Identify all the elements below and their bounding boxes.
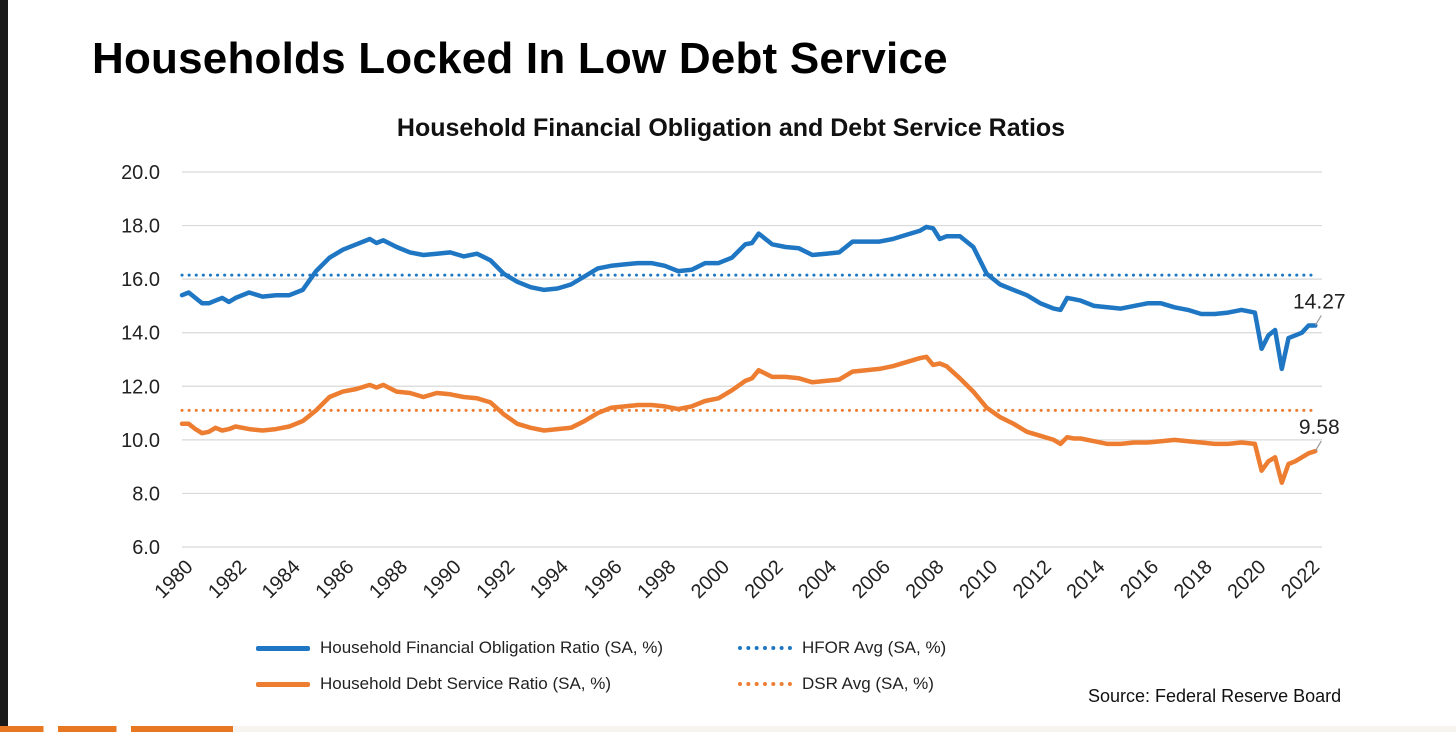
series-line-household-debt-service-ratio-sa bbox=[179, 354, 1318, 485]
x-tick-label: 1984 bbox=[258, 556, 305, 603]
legend-label-hfor: Household Financial Obligation Ratio (SA… bbox=[320, 638, 664, 657]
x-tick-label: 2018 bbox=[1170, 556, 1217, 603]
legend-item-hfor: Household Financial Obligation Ratio (SA… bbox=[256, 638, 663, 658]
end-label-leader bbox=[1314, 440, 1322, 452]
y-tick-label: 14.0 bbox=[121, 323, 160, 345]
x-tick-label: 2012 bbox=[1009, 556, 1056, 603]
x-tick-label: 1996 bbox=[580, 556, 627, 603]
chart-title: Household Financial Obligation and Debt … bbox=[396, 114, 1066, 142]
series-lines bbox=[179, 224, 1318, 485]
x-tick-label: 2016 bbox=[1116, 556, 1163, 603]
legend-swatch-dsr-avg bbox=[738, 682, 792, 686]
x-tick-label: 2008 bbox=[902, 556, 949, 603]
y-tick-label: 8.0 bbox=[132, 483, 160, 505]
legend-label-hfor-avg: HFOR Avg (SA, %) bbox=[802, 638, 947, 657]
window-left-edge bbox=[0, 0, 8, 732]
y-tick-label: 6.0 bbox=[132, 537, 160, 559]
legend-item-hfor-avg: HFOR Avg (SA, %) bbox=[738, 638, 946, 658]
end-label-leader bbox=[1314, 315, 1322, 326]
x-tick-label: 1982 bbox=[204, 556, 251, 603]
source-note: Source: Federal Reserve Board bbox=[1088, 686, 1342, 706]
x-axis-tick-labels: 1980 1982 1984 1986 1988 1990 1992 1994 1996 1998… bbox=[151, 556, 1325, 603]
y-tick-label: 18.0 bbox=[121, 216, 160, 238]
x-tick-label: 1986 bbox=[311, 556, 358, 603]
grid-lines bbox=[182, 171, 1322, 548]
legend-swatch-hfor-avg bbox=[738, 646, 792, 650]
x-tick-label: 1980 bbox=[151, 556, 198, 603]
y-tick-label: 20.0 bbox=[121, 162, 160, 184]
x-tick-label: 1994 bbox=[526, 556, 573, 603]
y-tick-label: 12.0 bbox=[121, 376, 160, 398]
x-tick-label: 2014 bbox=[1063, 556, 1110, 603]
legend-swatch-hfor bbox=[256, 645, 310, 651]
x-tick-label: 2002 bbox=[741, 556, 788, 603]
x-tick-label: 2004 bbox=[794, 556, 841, 603]
x-tick-label: 1990 bbox=[419, 556, 466, 603]
end-value-label-household-financial-obligation-ratio-sa: 14.27 bbox=[1293, 290, 1346, 313]
series-line-household-financial-obligation-ratio-sa bbox=[179, 224, 1318, 372]
legend-swatch-dsr bbox=[256, 681, 310, 687]
legend-label-dsr-avg: DSR Avg (SA, %) bbox=[802, 674, 934, 693]
y-axis-tick-labels: 6.0 8.0 10.0 12.0 14.0 16.0 18.0 20.0 bbox=[121, 162, 160, 559]
legend-item-dsr: Household Debt Service Ratio (SA, %) bbox=[256, 674, 611, 694]
end-value-labels: 14.27 9.58 bbox=[1293, 290, 1346, 452]
x-tick-label: 2000 bbox=[687, 556, 734, 603]
end-value-label-household-debt-service-ratio-sa: 9.58 bbox=[1299, 416, 1340, 439]
window-bottom-edge bbox=[0, 726, 1456, 732]
x-tick-label: 1992 bbox=[472, 556, 519, 603]
x-tick-label: 2022 bbox=[1277, 556, 1324, 603]
x-tick-label: 1988 bbox=[365, 556, 412, 603]
x-tick-label: 2006 bbox=[848, 556, 895, 603]
x-tick-label: 2010 bbox=[955, 556, 1002, 603]
x-tick-label: 1998 bbox=[633, 556, 680, 603]
legend-label-dsr: Household Debt Service Ratio (SA, %) bbox=[320, 674, 612, 693]
y-tick-label: 10.0 bbox=[121, 430, 160, 452]
headline: Households Locked In Low Debt Service bbox=[92, 34, 948, 83]
legend-item-dsr-avg: DSR Avg (SA, %) bbox=[738, 674, 934, 694]
y-tick-label: 16.0 bbox=[121, 269, 160, 291]
x-tick-label: 2020 bbox=[1223, 556, 1270, 603]
